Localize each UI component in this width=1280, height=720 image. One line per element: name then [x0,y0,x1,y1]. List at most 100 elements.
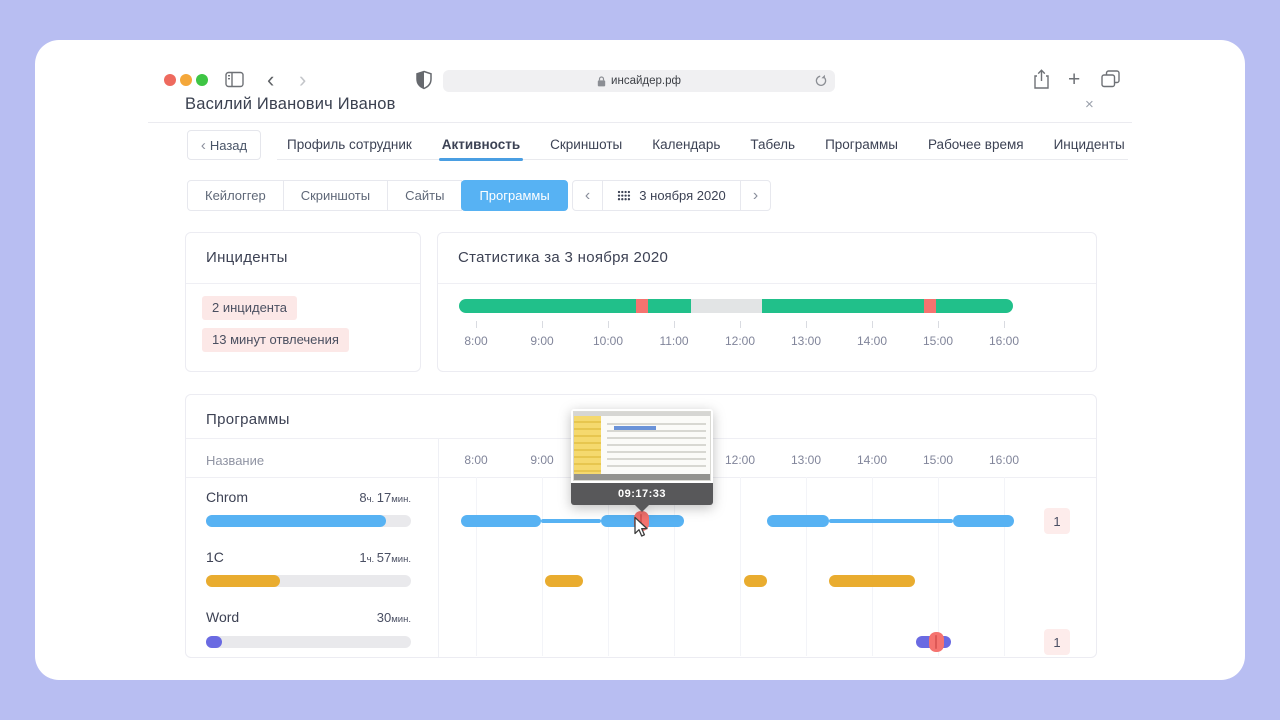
duration-value: 8 [359,490,367,505]
tab-активность[interactable]: Активность [438,130,524,161]
timeline-segment-active[interactable] [459,299,636,313]
axis-tick [542,321,544,328]
name-column-header: Название [206,453,265,468]
grid-line [740,477,742,656]
new-tab-icon[interactable]: + [1068,68,1081,91]
duration-unit: мин. [391,554,411,565]
duration-value: 30 [376,610,392,625]
axis-tick [476,321,478,328]
traffic-close-button[interactable] [164,74,176,86]
program-name: Chrom [206,489,249,505]
date-next-button[interactable]: › [740,180,771,211]
grid-line [674,477,676,656]
duration-unit: мин. [391,494,411,505]
page-title: Василий Иванович Иванов [185,95,396,113]
usage-segment[interactable] [461,515,541,527]
program-duration: 1ч. 57мин. [359,550,411,565]
incident-badge: 13 минут отвлечения [202,328,349,352]
share-icon[interactable] [1033,69,1050,90]
axis-label: 15:00 [923,453,954,467]
program-row-timeline [438,575,1098,587]
axis-label: 14:00 [857,334,888,348]
subtab-сайты[interactable]: Сайты [387,180,463,211]
mouse-cursor [633,516,649,538]
incident-count-badge: 1 [1044,629,1070,655]
incident-pin[interactable] [928,632,944,652]
program-duration: 8ч. 17мин. [359,490,411,505]
timeline-segment-incident[interactable] [923,299,936,313]
subtab-скриншоты[interactable]: Скриншоты [282,180,389,211]
axis-tick [740,321,742,328]
column-separator [438,438,439,657]
screenshot-tooltip: 09:17:33 [571,409,713,512]
program-progress-track [206,515,411,527]
url-bar[interactable]: инсайдер.рф [443,70,835,92]
incident-badge: 2 инцидента [202,296,298,320]
incident-count-badge: 1 [1044,508,1070,534]
tab-инциденты[interactable]: Инциденты [1053,137,1125,152]
program-name: 1С [206,549,224,565]
program-row-timeline [438,632,1098,652]
screenshot-thumbnail[interactable] [571,409,713,483]
incidents-card: Инциденты 2 инцидента 13 минут отвлечения [185,232,421,372]
tab-рабочее-время[interactable]: Рабочее время [928,137,1024,152]
date-picker: ‹ 3 ноября 2020 › [572,180,771,211]
duration-value: 17 [376,490,392,505]
axis-label: 8:00 [464,334,488,348]
axis-label: 16:00 [989,453,1020,467]
axis-label: 13:00 [791,334,822,348]
tab-программы[interactable]: Программы [825,137,898,152]
grid-line [1004,477,1006,656]
timeline-segment-active[interactable] [762,299,924,313]
sidebar-icon[interactable] [225,71,244,88]
usage-segment[interactable] [828,519,953,523]
timeline-segment-active[interactable] [935,299,1013,313]
usage-segment[interactable] [952,515,1015,527]
usage-segment[interactable] [540,519,601,523]
program-row-label: Word 30мин. [206,609,411,625]
date-prev-button[interactable]: ‹ [572,180,603,211]
axis-label: 14:00 [857,453,888,467]
activity-timeline-bar[interactable] [459,299,1013,313]
tab-календарь[interactable]: Календарь [652,137,721,152]
incidents-card-title: Инциденты [206,249,288,266]
usage-segment[interactable] [766,515,829,527]
close-icon[interactable]: × [1085,96,1094,113]
stat-axis-labels: 8:00 9:00 10:00 11:00 12:00 13:00 14:00 15:00 16… [438,334,1098,348]
axis-tick [674,321,676,328]
timeline-segment-incident[interactable] [635,299,648,313]
reload-icon[interactable] [814,74,827,88]
traffic-minimize-button[interactable] [180,74,192,86]
timeline-segment-active[interactable] [647,299,692,313]
usage-segment[interactable] [544,575,584,587]
forward-icon[interactable]: › [299,67,307,92]
tab-профиль-сотрудник[interactable]: Профиль сотрудник [287,137,412,152]
axis-label: 12:00 [725,334,756,348]
browser-window: ‹ › инсайдер.рф + Василий Иванович Ивано… [35,40,1245,680]
usage-segment[interactable] [744,575,767,587]
back-button[interactable]: ‹ Назад [187,130,261,160]
back-icon[interactable]: ‹ [267,67,275,92]
tooltip-time: 09:17:33 [571,483,713,505]
tab-strip: Профиль сотрудник Активность Скриншоты Кале… [287,130,1125,161]
shield-icon[interactable] [415,70,433,90]
subtab-кейлоггер[interactable]: Кейлоггер [187,180,284,211]
axis-tick [1004,321,1006,328]
tab-скриншоты[interactable]: Скриншоты [550,137,623,152]
axis-label: 9:00 [530,334,554,348]
tab-табель[interactable]: Табель [750,137,796,152]
date-button[interactable]: 3 ноября 2020 [602,180,741,211]
tabs-overview-icon[interactable] [1101,70,1120,88]
usage-segment[interactable] [828,575,916,587]
timeline-segment-idle[interactable] [691,299,763,313]
back-button-label: Назад [209,137,248,153]
axis-tick [806,321,808,328]
axis-label: 9:00 [530,453,554,467]
subtab-программы[interactable]: Программы [461,180,568,211]
header-divider [148,122,1132,123]
traffic-zoom-button[interactable] [196,74,208,86]
url-text: инсайдер.рф [611,75,681,87]
duration-unit: ч. [366,554,377,565]
chevron-left-icon: ‹ [200,136,206,154]
